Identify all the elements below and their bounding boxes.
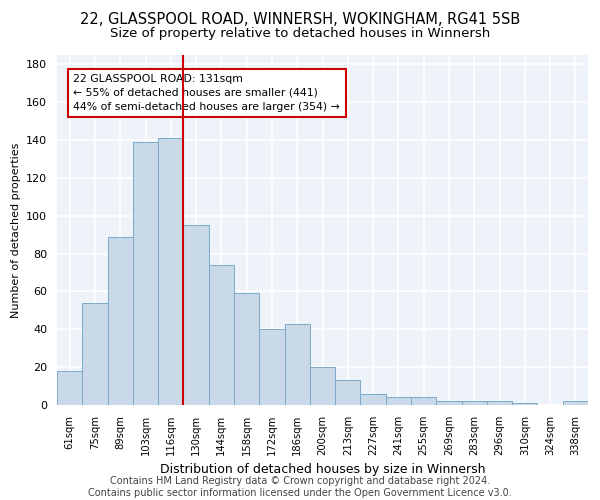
Bar bbox=[107, 236, 133, 405]
Bar bbox=[512, 403, 538, 405]
Bar bbox=[133, 142, 158, 405]
Bar bbox=[310, 367, 335, 405]
Bar bbox=[82, 303, 107, 405]
Text: 22 GLASSPOOL ROAD: 131sqm
← 55% of detached houses are smaller (441)
44% of semi: 22 GLASSPOOL ROAD: 131sqm ← 55% of detac… bbox=[73, 74, 340, 112]
Bar bbox=[57, 371, 82, 405]
Bar bbox=[361, 394, 386, 405]
X-axis label: Distribution of detached houses by size in Winnersh: Distribution of detached houses by size … bbox=[160, 464, 485, 476]
Text: Contains HM Land Registry data © Crown copyright and database right 2024.
Contai: Contains HM Land Registry data © Crown c… bbox=[88, 476, 512, 498]
Text: Size of property relative to detached houses in Winnersh: Size of property relative to detached ho… bbox=[110, 28, 490, 40]
Bar bbox=[259, 330, 284, 405]
Bar bbox=[284, 324, 310, 405]
Bar bbox=[563, 401, 588, 405]
Bar bbox=[234, 294, 259, 405]
Bar bbox=[487, 401, 512, 405]
Bar bbox=[335, 380, 361, 405]
Bar bbox=[158, 138, 184, 405]
Bar bbox=[209, 265, 234, 405]
Text: 22, GLASSPOOL ROAD, WINNERSH, WOKINGHAM, RG41 5SB: 22, GLASSPOOL ROAD, WINNERSH, WOKINGHAM,… bbox=[80, 12, 520, 28]
Bar bbox=[461, 401, 487, 405]
Bar bbox=[436, 401, 461, 405]
Bar bbox=[386, 398, 411, 405]
Bar bbox=[184, 226, 209, 405]
Y-axis label: Number of detached properties: Number of detached properties bbox=[11, 142, 20, 318]
Bar bbox=[411, 398, 436, 405]
